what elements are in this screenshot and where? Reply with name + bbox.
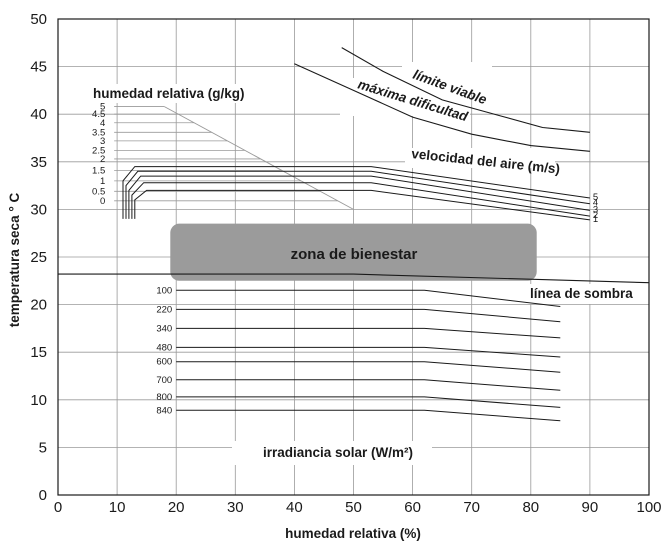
humidity-line-label: 4.5 (92, 109, 105, 120)
label-mask (520, 284, 625, 304)
humidity-line-label: 4 (100, 118, 105, 129)
humidity-boundary (164, 106, 354, 210)
air-velocity-curve (134, 189, 590, 221)
air-velocity-curve (122, 166, 590, 219)
y-tick-label: 10 (30, 392, 47, 409)
irradiance-line (176, 346, 561, 358)
x-tick-label: 40 (286, 499, 303, 516)
x-tick-label: 80 (522, 499, 539, 516)
irradiance-line (176, 289, 561, 307)
x-tick-label: 50 (345, 499, 362, 516)
air-velocity-label: 3 (593, 204, 598, 215)
irradiance-line-label: 800 (156, 392, 172, 403)
label-mask (340, 78, 470, 116)
x-tick-label: 90 (582, 499, 599, 516)
y-tick-label: 40 (30, 106, 47, 123)
x-axis-label: humedad relativa (%) (285, 526, 421, 541)
humidity-line-label: 3.5 (92, 127, 105, 138)
y-tick-label: 5 (39, 439, 47, 456)
humidity-line-label: 0 (100, 196, 105, 207)
y-axis-label: temperatura seca ° C (7, 193, 22, 328)
x-tick-label: 70 (463, 499, 480, 516)
irradiance-line (176, 327, 561, 339)
humidity-line-label: 1.5 (92, 165, 105, 176)
air-velocity-label: 5 (593, 192, 598, 203)
comfort-zone-label: zona de bienestar (291, 246, 418, 263)
humidity-line-label: 2 (100, 154, 105, 165)
x-tick-label: 60 (404, 499, 421, 516)
y-tick-label: 30 (30, 201, 47, 218)
comfort-zone (170, 223, 537, 281)
y-tick-label: 35 (30, 154, 47, 171)
irradiance-line (176, 379, 561, 391)
label-mask (88, 84, 263, 103)
x-tick-label: 20 (168, 499, 185, 516)
humidity-line-label: 0.5 (92, 186, 105, 197)
air-velocity-label: 4 (593, 198, 598, 209)
irradiance-label: irradiancia solar (W/m²) (263, 445, 413, 460)
limit-curve (341, 47, 590, 133)
ticks: 0 10 20 30 40 50 60 70 80 90 100051015202530354045… (30, 11, 661, 516)
x-tick-label: 100 (636, 499, 661, 516)
air-velocity-curve (128, 175, 590, 219)
y-tick-label: 45 (30, 59, 47, 76)
y-tick-label: 20 (30, 297, 47, 314)
irradiance-line-label: 480 (156, 342, 172, 353)
shade-line (58, 273, 650, 284)
irradiance-line-label: 700 (156, 375, 172, 386)
label-mask (232, 441, 432, 465)
y-tick-label: 15 (30, 344, 47, 361)
humidity-line-label: 3 (100, 136, 105, 147)
irradiance-line-label: 600 (156, 357, 172, 368)
irradiance-line (176, 409, 561, 422)
humidity-line-label: 5 (100, 102, 105, 113)
irradiance-line-label: 340 (156, 323, 172, 334)
air-velocity-label: 1 (593, 214, 598, 225)
air-velocity-label: 2 (593, 210, 598, 221)
plot-frame (57, 18, 650, 496)
y-tick-label: 0 (39, 487, 47, 504)
humidity-line-label: 1 (100, 176, 105, 187)
y-tick-label: 25 (30, 249, 47, 266)
curves: 54.543.532.521.510.50 5432110022034048060… (58, 47, 650, 465)
x-tick-label: 0 (54, 499, 62, 516)
humidity-label: humedad relativa (g/kg) (93, 86, 245, 101)
irradiance-line (176, 308, 561, 323)
x-tick-label: 30 (227, 499, 244, 516)
air-velocity-curve (125, 170, 590, 219)
irradiance-line-label: 840 (156, 405, 172, 416)
air-velocity-curve (131, 182, 590, 219)
irradiance-line (176, 396, 561, 408)
shade-line-label: línea de sombra (530, 286, 633, 301)
irradiance-line-label: 220 (156, 304, 172, 315)
irradiance-line-label: 100 (156, 285, 172, 296)
humidity-line-label: 2.5 (92, 145, 105, 156)
irradiance-line (176, 361, 561, 373)
x-tick-label: 10 (109, 499, 126, 516)
y-tick-label: 50 (30, 11, 47, 28)
limit-curve (294, 63, 590, 152)
label-mask (405, 148, 555, 168)
